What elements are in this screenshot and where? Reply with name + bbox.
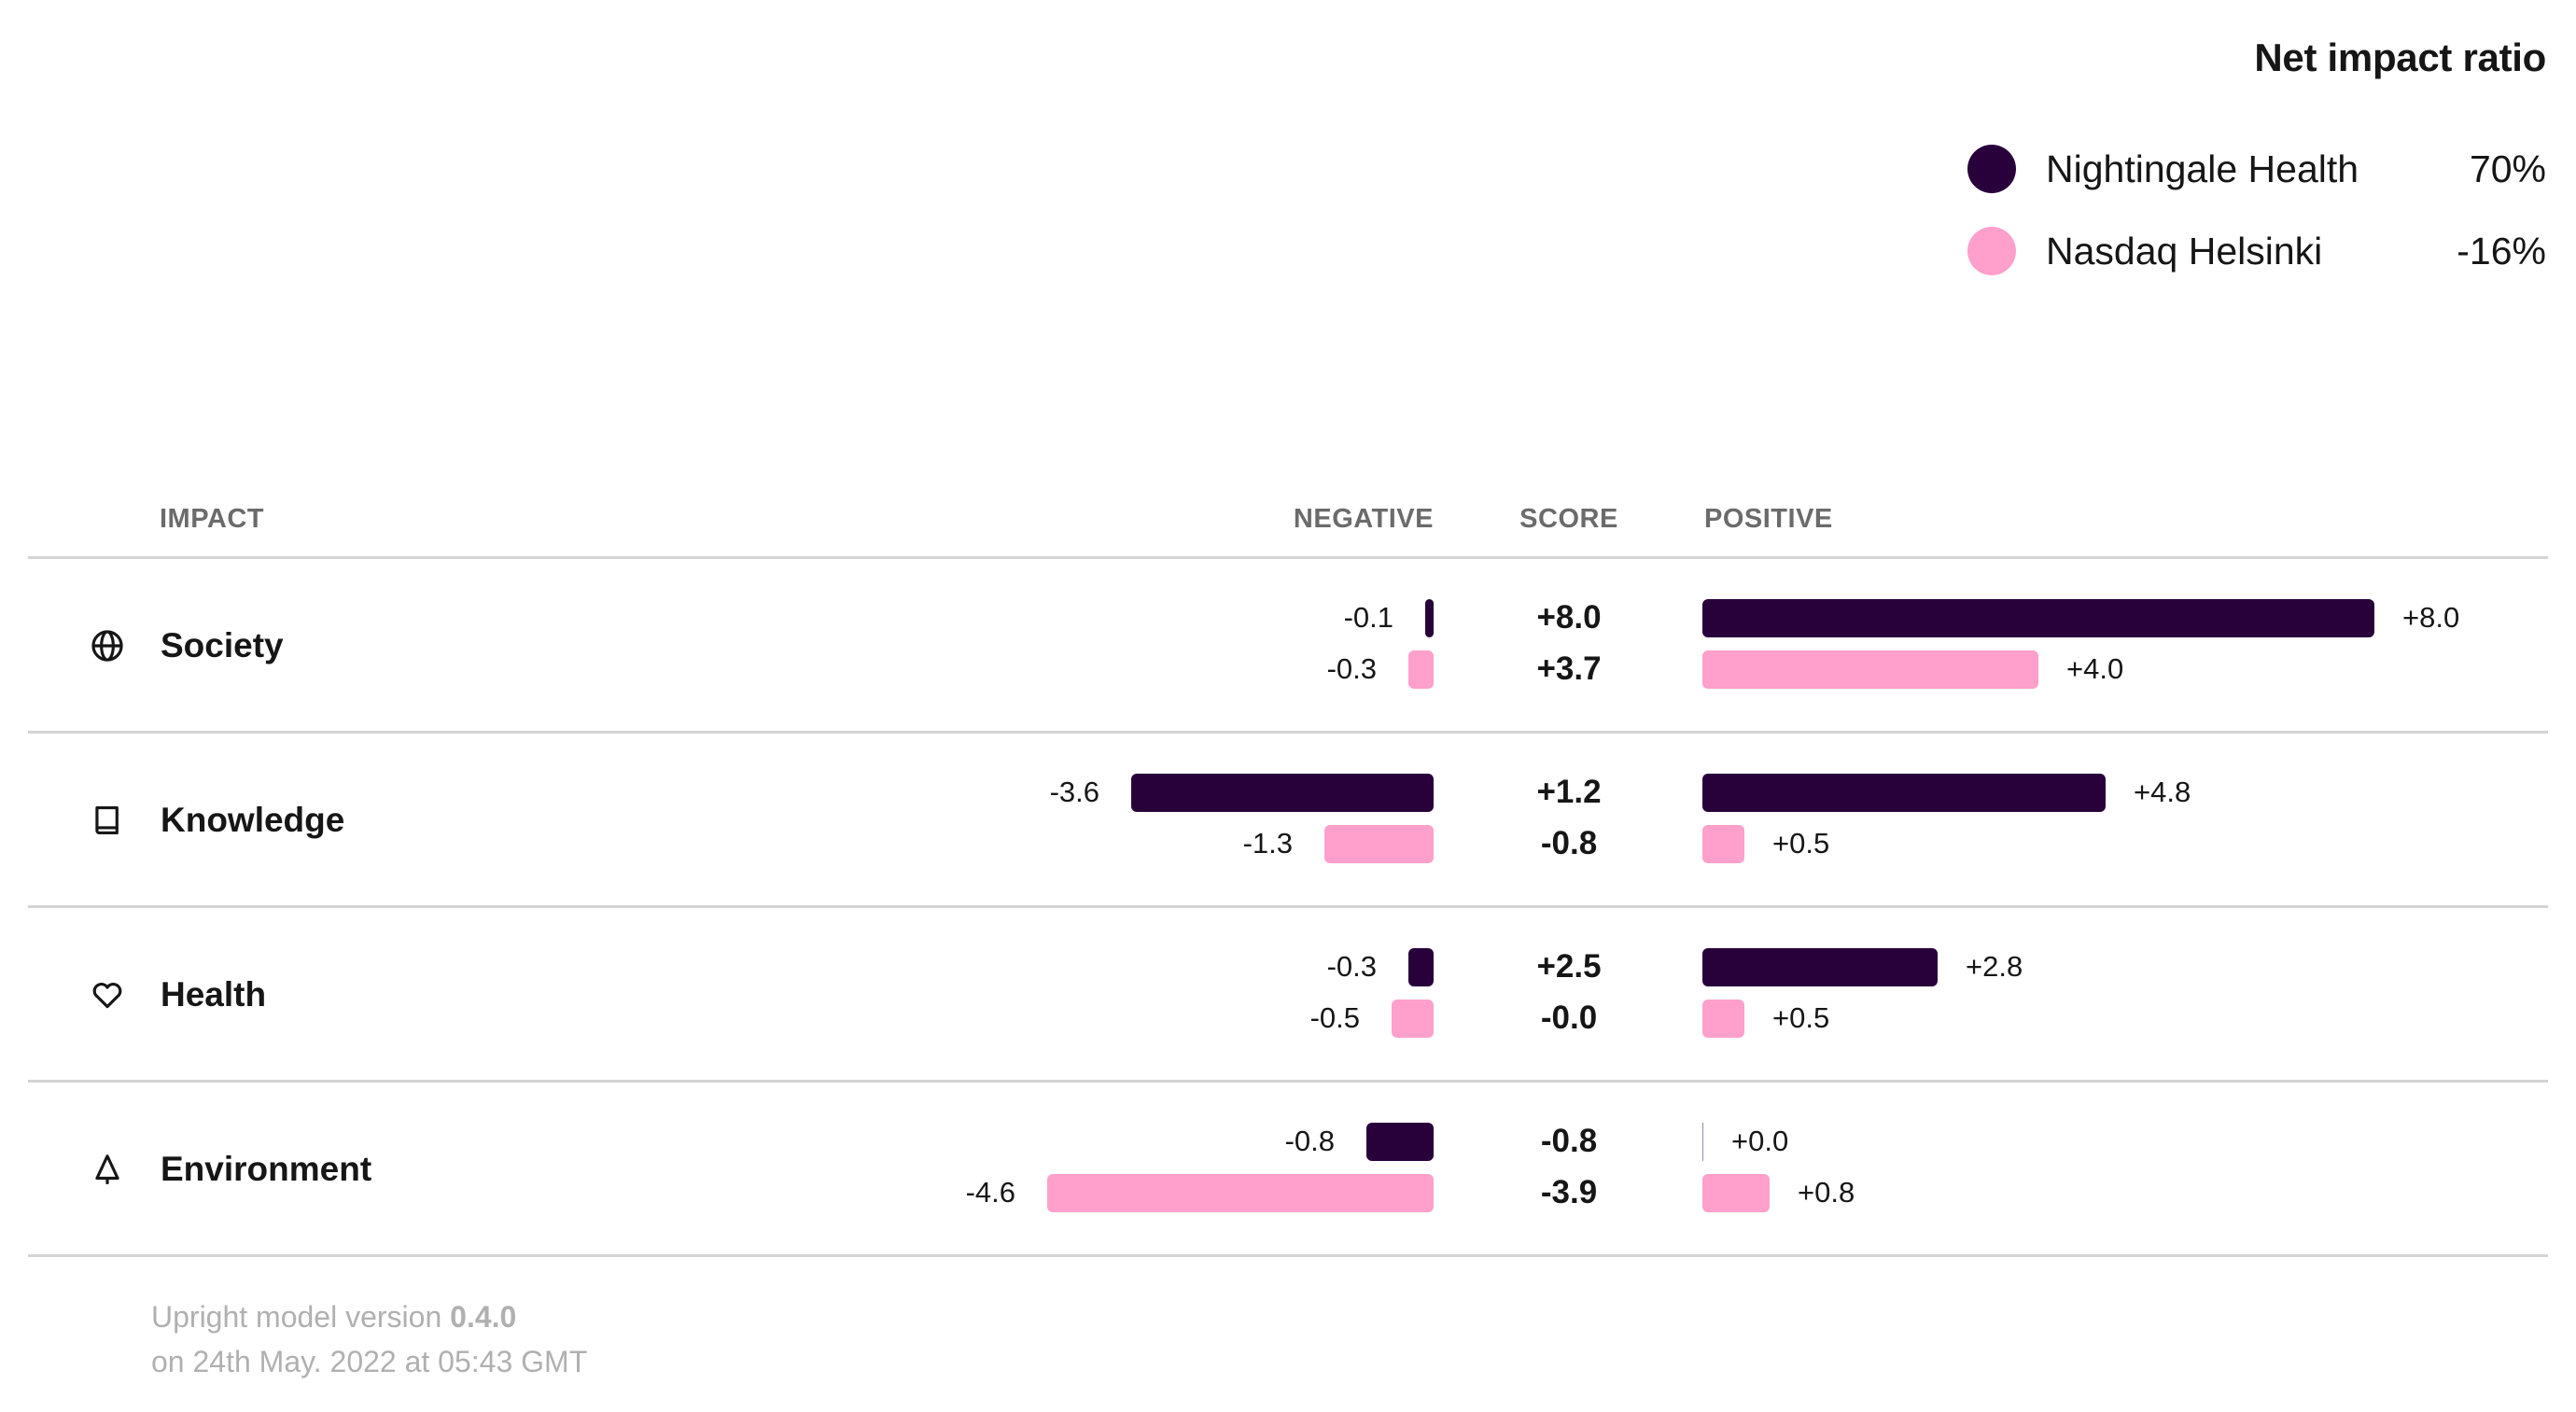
column-header-positive: POSITIVE	[1704, 504, 1833, 534]
positive-bar	[1702, 1000, 1744, 1038]
score-value: -3.9	[1540, 1174, 1598, 1210]
negative-value-label: -4.6	[965, 1176, 1015, 1209]
legend-item-nasdaq: Nasdaq Helsinki -16%	[1967, 227, 2546, 275]
score-value: +3.7	[1536, 650, 1602, 687]
negative-bar	[1047, 1174, 1434, 1212]
category-label-health: Health	[161, 975, 267, 1014]
legend-dot-icon	[1967, 145, 2016, 193]
row-divider	[28, 905, 2548, 908]
row-divider	[28, 731, 2548, 734]
category-label-environment: Environment	[161, 1150, 372, 1188]
column-header-negative: NEGATIVE	[1293, 504, 1434, 534]
row-divider	[28, 1254, 2548, 1257]
negative-value-label: -0.1	[1343, 601, 1393, 634]
positive-bar	[1702, 1123, 1703, 1161]
model-version-label: Upright model version	[151, 1300, 451, 1334]
negative-bar	[1131, 774, 1434, 812]
negative-bar	[1366, 1123, 1434, 1161]
negative-bar	[1392, 1000, 1434, 1038]
tree-icon	[90, 1152, 125, 1187]
legend-item-nightingale: Nightingale Health 70%	[1967, 145, 2546, 193]
positive-bar	[1702, 1174, 1770, 1212]
score-value: -0.8	[1540, 1123, 1598, 1159]
score-value: -0.0	[1540, 1000, 1598, 1036]
score-value: +8.0	[1536, 599, 1602, 636]
model-version-number: 0.4.0	[450, 1300, 517, 1334]
model-version: Upright model version 0.4.0	[151, 1300, 516, 1335]
positive-value-label: +0.5	[1772, 1001, 1830, 1034]
negative-value-label: -3.6	[1049, 776, 1099, 808]
positive-value-label: +4.8	[2134, 776, 2191, 808]
globe-icon	[90, 628, 125, 664]
legend-value: 70%	[2469, 147, 2546, 190]
score-value: -0.8	[1540, 825, 1598, 861]
legend-dot-icon	[1967, 227, 2016, 275]
book-icon	[90, 803, 125, 838]
heart-icon	[90, 977, 125, 1013]
positive-value-label: +8.0	[2402, 601, 2460, 634]
negative-bar	[1408, 650, 1434, 689]
category-label-knowledge: Knowledge	[161, 801, 345, 839]
positive-value-label: +0.8	[1798, 1176, 1855, 1209]
legend-value: -16%	[2457, 229, 2546, 273]
positive-bar	[1702, 599, 2374, 637]
positive-bar	[1702, 948, 1938, 986]
positive-value-label: +0.0	[1731, 1125, 1789, 1157]
negative-value-label: -0.5	[1309, 1001, 1360, 1034]
positive-bar	[1702, 825, 1744, 863]
negative-bar	[1408, 948, 1434, 986]
score-value: +1.2	[1536, 774, 1602, 810]
legend-name: Nasdaq Helsinki	[2046, 229, 2323, 273]
category-label-society: Society	[161, 626, 284, 664]
negative-bar	[1324, 825, 1434, 863]
positive-value-label: +2.8	[1966, 950, 2023, 983]
legend-name: Nightingale Health	[2046, 147, 2359, 190]
score-value: +2.5	[1536, 948, 1602, 985]
net-impact-ratio-title: Net impact ratio	[2254, 35, 2546, 79]
column-header-score: SCORE	[1519, 504, 1618, 534]
positive-value-label: +4.0	[2066, 652, 2124, 685]
negative-bar	[1425, 599, 1434, 637]
negative-value-label: -0.3	[1326, 652, 1377, 685]
row-divider	[28, 1080, 2548, 1083]
negative-value-label: -0.8	[1284, 1125, 1335, 1157]
column-header-impact: IMPACT	[160, 504, 265, 534]
positive-bar	[1702, 650, 2038, 689]
negative-value-label: -0.3	[1326, 950, 1377, 983]
negative-value-label: -1.3	[1242, 827, 1293, 860]
positive-bar	[1702, 774, 2106, 812]
positive-value-label: +0.5	[1772, 827, 1830, 860]
model-timestamp: on 24th May. 2022 at 05:43 GMT	[151, 1345, 588, 1378]
header-divider	[28, 556, 2548, 559]
